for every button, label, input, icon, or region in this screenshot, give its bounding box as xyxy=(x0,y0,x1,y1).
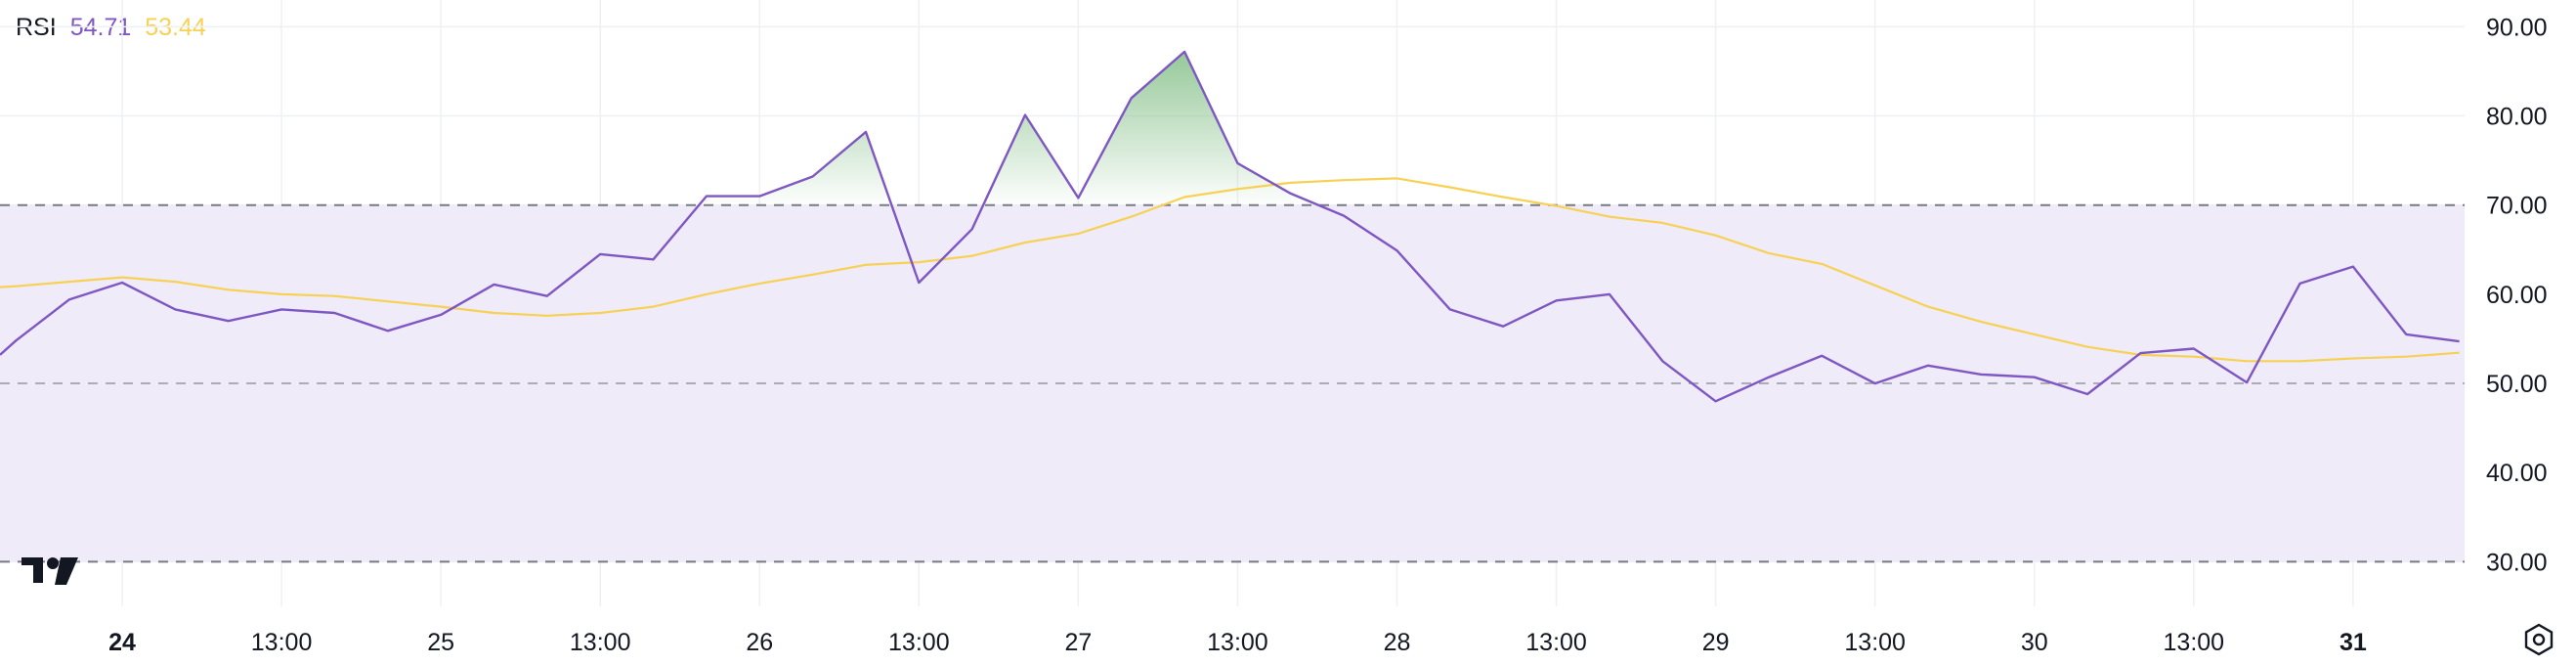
x-axis-tick-label: 29 xyxy=(1702,629,1730,656)
y-axis-tick-label: 70.00 xyxy=(2486,193,2548,220)
x-axis-tick-label: 24 xyxy=(108,629,136,656)
x-axis-tick-label: 13:00 xyxy=(888,629,950,656)
x-axis-tick-label: 27 xyxy=(1064,629,1092,656)
y-axis-tick-label: 30.00 xyxy=(2486,549,2548,576)
y-axis-tick-label: 50.00 xyxy=(2486,371,2548,398)
x-axis-tick-label: 31 xyxy=(2340,629,2367,656)
settings-hexagon-icon[interactable] xyxy=(2521,622,2556,657)
x-axis-tick-label: 26 xyxy=(746,629,773,656)
overbought-fill xyxy=(699,51,1319,205)
tradingview-logo-icon[interactable] xyxy=(21,557,78,585)
y-axis-tick-label: 60.00 xyxy=(2486,282,2548,309)
x-axis-tick-label: 13:00 xyxy=(570,629,631,656)
x-axis-tick-label: 13:00 xyxy=(1844,629,1906,656)
rsi-ma-line[interactable] xyxy=(0,177,2460,363)
x-axis-tick-label: 25 xyxy=(427,629,454,656)
x-axis-tick-label: 30 xyxy=(2021,629,2048,656)
x-axis-tick-label: 13:00 xyxy=(1207,629,1268,656)
x-axis-tick-label: 13:00 xyxy=(2164,629,2225,656)
y-axis-tick-label: 40.00 xyxy=(2486,460,2548,487)
x-axis-tick-label: 28 xyxy=(1384,629,1411,656)
x-axis-tick-label: 13:00 xyxy=(1525,629,1587,656)
y-axis-tick-label: 80.00 xyxy=(2486,104,2548,131)
rsi-line[interactable] xyxy=(0,50,2460,403)
x-axis-tick-label: 13:00 xyxy=(251,629,313,656)
y-axis-tick-label: 90.00 xyxy=(2486,14,2548,41)
